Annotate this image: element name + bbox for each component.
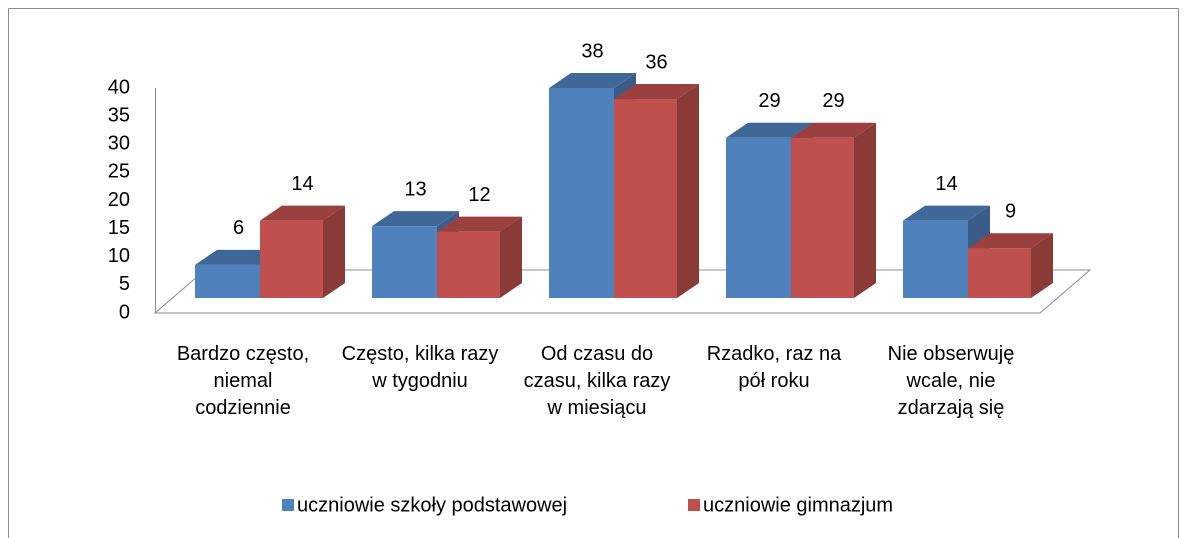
x-tick-line: Od czasu do xyxy=(541,343,653,365)
floor xyxy=(153,269,1092,314)
x-tick-line: zdarzają się xyxy=(898,397,1005,419)
bar-top xyxy=(903,205,990,221)
bar-top xyxy=(968,233,1053,249)
x-tick-line: wcale, nie xyxy=(906,370,996,392)
x-tick-label: Nie obserwuję wcale, nie zdarzają się xyxy=(888,343,1015,419)
bar-front xyxy=(791,137,854,298)
bar xyxy=(791,122,876,298)
bar-front xyxy=(968,248,1031,298)
bar-side xyxy=(854,122,876,298)
y-tick-label: 35 xyxy=(108,104,130,126)
bar xyxy=(968,233,1053,298)
y-tick-label: 0 xyxy=(119,301,130,323)
x-tick-line: codziennie xyxy=(195,397,291,419)
legend-label: uczniowie gimnazjum xyxy=(703,494,893,516)
bar-top xyxy=(726,122,813,138)
data-label: 29 xyxy=(822,90,844,112)
x-tick-label: Od czasu do czasu, kilka razy w miesiącu xyxy=(524,343,671,419)
x-tick-line: Bardzo często, xyxy=(177,343,309,365)
x-tick-line: Rzadko, raz na xyxy=(707,343,842,365)
bar-top xyxy=(372,211,459,227)
data-label: 13 xyxy=(404,178,426,200)
bar-top xyxy=(549,73,636,88)
bar-side xyxy=(323,205,345,298)
bar-top xyxy=(260,205,345,221)
y-tick-label: 10 xyxy=(108,245,130,267)
legend-swatch xyxy=(688,499,700,511)
bar-top xyxy=(791,122,876,138)
bar-front xyxy=(726,137,791,298)
bar-side xyxy=(500,216,522,298)
data-label: 38 xyxy=(581,40,603,62)
x-tick-line: Nie obserwuję xyxy=(888,343,1015,365)
bar-front xyxy=(614,99,677,298)
bar-front xyxy=(549,88,614,298)
legend-swatch xyxy=(282,499,294,511)
y-tick-label: 5 xyxy=(119,273,130,295)
data-label: 36 xyxy=(645,51,667,73)
bar-side xyxy=(677,84,699,298)
data-label: 12 xyxy=(468,184,490,206)
y-tick-label: 15 xyxy=(108,217,130,239)
data-label: 14 xyxy=(291,173,313,195)
bar xyxy=(260,205,345,298)
y-tick-label: 25 xyxy=(108,161,130,183)
x-tick-line: Często, kilka razy xyxy=(342,343,499,365)
bar-front xyxy=(903,220,968,298)
bar-side xyxy=(1031,233,1053,298)
bar-front xyxy=(372,226,437,298)
data-label: 6 xyxy=(233,217,244,239)
x-tick-line: w tygodniu xyxy=(371,370,468,392)
bar-front xyxy=(195,264,260,298)
legend-label: uczniowie szkoły podstawowej xyxy=(297,494,567,516)
bar-top xyxy=(614,84,699,100)
bar-front xyxy=(260,220,323,298)
x-tick-label: Rzadko, raz na pół roku xyxy=(707,343,842,392)
bar xyxy=(437,216,522,298)
bar-front xyxy=(437,231,500,298)
y-tick-label: 20 xyxy=(108,189,130,211)
y-tick-label: 30 xyxy=(108,133,130,155)
data-label: 29 xyxy=(758,90,780,112)
x-tick-line: niemal xyxy=(214,370,273,392)
x-tick-line: w miesiącu xyxy=(547,397,647,419)
data-label: 9 xyxy=(1005,201,1016,223)
x-tick-line: czasu, kilka razy xyxy=(524,370,671,392)
bar xyxy=(614,84,699,298)
data-label: 14 xyxy=(935,173,957,195)
x-tick-label: Bardzo często, niemal codziennie xyxy=(177,343,309,419)
x-tick-line: pół roku xyxy=(738,370,809,392)
y-tick-label: 40 xyxy=(108,76,130,98)
bar-top xyxy=(437,216,522,232)
x-tick-label: Często, kilka razy w tygodniu xyxy=(342,343,499,392)
